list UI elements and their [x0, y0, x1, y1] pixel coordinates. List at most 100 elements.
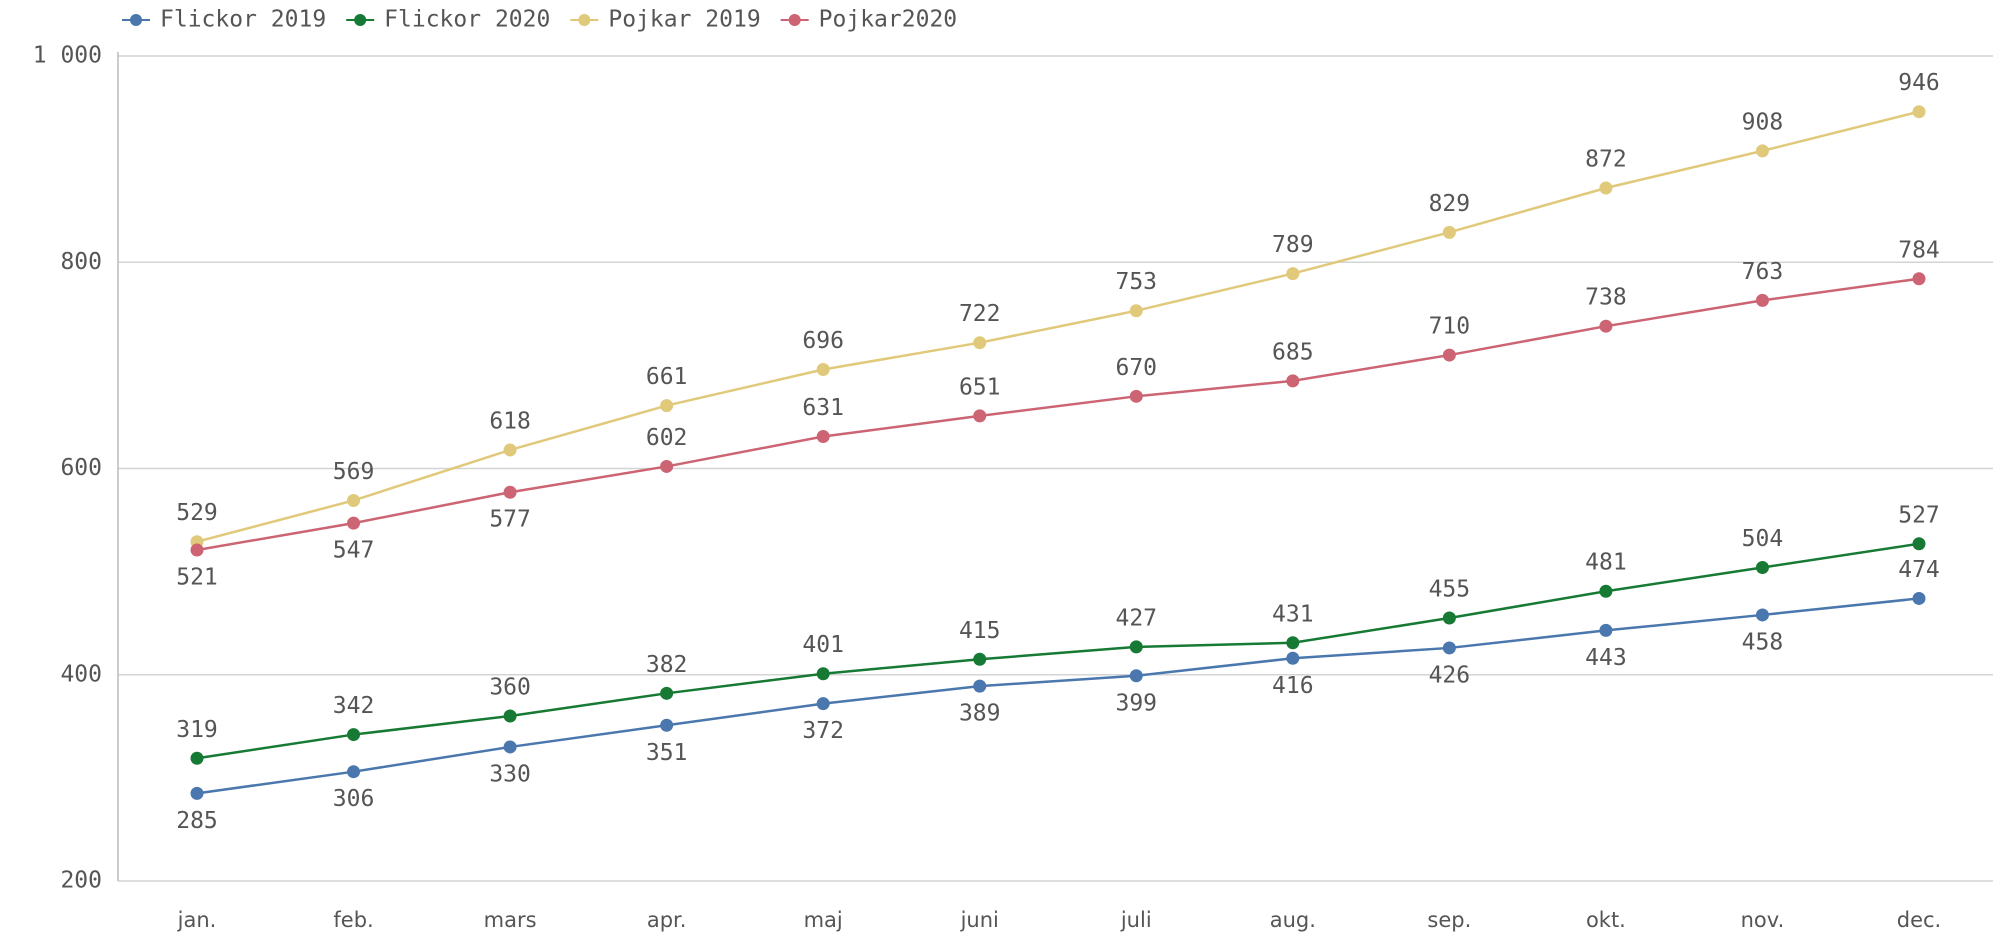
data-point — [973, 409, 987, 423]
series-line — [196, 542, 1920, 760]
y-tick-label: 600 — [60, 455, 102, 481]
data-label: 504 — [1742, 526, 1784, 552]
data-point — [503, 485, 517, 499]
data-label: 401 — [802, 632, 844, 658]
data-point — [1442, 225, 1456, 239]
data-point — [660, 686, 674, 700]
data-label: 342 — [333, 693, 375, 719]
data-point — [1755, 561, 1769, 574]
x-tick-label: dec. — [1897, 908, 1941, 932]
data-point — [1912, 105, 1926, 119]
series-line — [196, 277, 1920, 552]
data-label: 602 — [646, 425, 688, 451]
y-tick-label: 1 000 — [33, 43, 102, 69]
data-point — [1912, 272, 1926, 286]
data-point — [1286, 636, 1300, 650]
data-point — [1286, 651, 1300, 665]
data-label: 330 — [489, 761, 531, 787]
data-label: 651 — [959, 374, 1001, 400]
legend-item: Pojkar 2019 — [570, 7, 761, 33]
data-label: 872 — [1585, 147, 1627, 173]
data-label: 908 — [1742, 109, 1784, 135]
x-tick-label: maj — [804, 908, 843, 932]
data-label: 426 — [1429, 662, 1471, 688]
data-point — [660, 459, 674, 473]
series-line — [196, 597, 1920, 795]
data-point — [347, 516, 361, 530]
data-label: 474 — [1898, 557, 1940, 583]
data-point — [1442, 348, 1456, 362]
data-point — [660, 718, 674, 732]
data-label: 710 — [1429, 314, 1471, 340]
legend-label: Flickor 2019 — [160, 7, 326, 33]
data-point — [503, 709, 517, 723]
data-label: 753 — [1115, 269, 1157, 295]
legend-label: Pojkar 2019 — [608, 7, 760, 33]
y-tick-label: 200 — [60, 868, 102, 894]
data-label: 618 — [489, 408, 531, 434]
data-label: 547 — [333, 538, 375, 564]
x-tick-label: sep. — [1427, 908, 1471, 932]
data-point — [660, 399, 674, 413]
data-label: 382 — [646, 652, 688, 678]
data-label: 789 — [1272, 232, 1314, 258]
legend-marker — [788, 14, 801, 26]
x-tick-label: juni — [960, 908, 999, 932]
data-point — [1442, 641, 1456, 655]
data-label: 458 — [1742, 629, 1784, 655]
y-tick-label: 800 — [60, 249, 102, 275]
data-point — [816, 363, 830, 376]
data-label: 481 — [1585, 550, 1627, 576]
x-tick-label: nov. — [1741, 908, 1785, 932]
data-point — [1442, 611, 1456, 625]
data-label: 685 — [1272, 339, 1314, 365]
data-point — [1286, 374, 1300, 388]
data-point — [973, 652, 987, 666]
legend-label: Pojkar2020 — [819, 7, 957, 33]
x-tick-label: aug. — [1270, 908, 1316, 932]
data-point — [1599, 181, 1613, 195]
data-label: 521 — [176, 564, 218, 590]
x-tick-label: feb. — [333, 908, 373, 932]
legend-marker — [578, 14, 591, 26]
data-label: 631 — [802, 395, 844, 421]
data-point — [1755, 293, 1769, 307]
legend-item: Flickor 2019 — [122, 7, 326, 33]
x-tick-label: mars — [484, 908, 537, 932]
data-point — [973, 679, 987, 693]
data-label: 763 — [1742, 259, 1784, 285]
data-label: 829 — [1429, 191, 1471, 217]
data-point — [503, 740, 517, 754]
y-tick-label: 400 — [60, 661, 102, 687]
data-label: 319 — [176, 717, 218, 743]
data-point — [190, 786, 204, 800]
data-point — [1129, 304, 1143, 318]
data-label: 569 — [333, 459, 375, 485]
legend-marker — [354, 14, 367, 26]
data-label: 416 — [1272, 673, 1314, 699]
x-tick-label: okt. — [1586, 908, 1626, 932]
data-label: 351 — [646, 740, 688, 766]
data-label: 722 — [959, 301, 1001, 327]
data-label: 577 — [489, 507, 531, 533]
data-point — [1599, 623, 1613, 637]
data-point — [347, 765, 361, 779]
data-point — [1286, 267, 1300, 281]
data-label: 696 — [802, 328, 844, 354]
data-point — [1129, 640, 1143, 654]
data-point — [816, 430, 830, 444]
data-label: 661 — [646, 364, 688, 390]
data-label: 784 — [1898, 237, 1940, 263]
x-tick-label: jan. — [177, 908, 217, 932]
data-label: 443 — [1585, 645, 1627, 671]
data-point — [347, 728, 361, 742]
data-label: 946 — [1898, 70, 1940, 96]
data-point — [973, 336, 987, 350]
legend-label: Flickor 2020 — [384, 7, 550, 33]
data-point — [1912, 591, 1926, 605]
data-label: 527 — [1898, 502, 1940, 528]
x-tick-label: apr. — [647, 908, 687, 932]
data-point — [503, 443, 517, 457]
data-label: 399 — [1115, 690, 1157, 716]
